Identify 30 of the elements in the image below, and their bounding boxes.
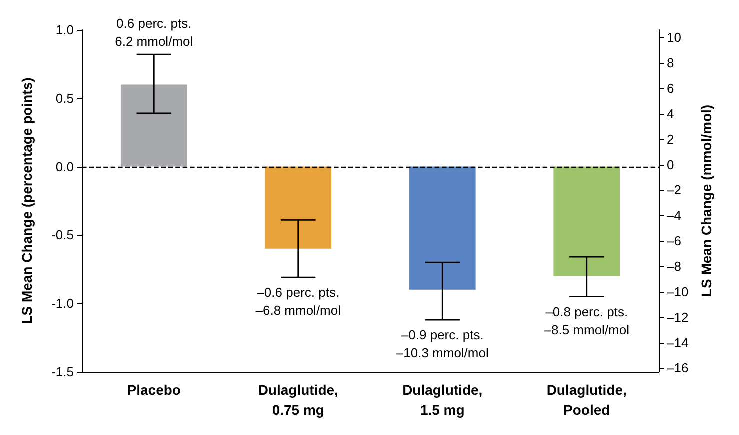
y-tick-label: 0.5 (56, 90, 74, 106)
y2-tick-label: –10 (667, 284, 689, 300)
y-tick-label: -1.0 (52, 296, 74, 312)
y2-tick-label: 6 (667, 80, 674, 96)
y2-tick-label: 0 (667, 157, 674, 172)
data-label: –0.6 perc. pts. –6.8 mmol/mol (256, 285, 342, 318)
y-tick-label: -0.5 (52, 228, 74, 243)
y2-tick-label: 8 (667, 56, 674, 71)
y-tick-label: 0.0 (56, 159, 74, 174)
x-tick-label: Placebo (127, 382, 181, 398)
y2-tick-label: –8 (667, 258, 682, 274)
data-label: –0.8 perc. pts. –8.5 mmol/mol (544, 304, 630, 338)
data-label: 0.6 perc. pts. 6.2 mmol/mol (115, 16, 194, 50)
x-tick-label: Dulaglutide, 0.75 mg (258, 382, 338, 418)
x-tick-label: Dulaglutide, Pooled (546, 382, 627, 418)
y-axis-title: LS Mean Change (percentage points) (19, 78, 35, 324)
y2-tick-label: –4 (667, 208, 682, 224)
y2-tick-label: 4 (667, 106, 674, 122)
y2-tick-label: –14 (667, 335, 689, 350)
data-label: –0.9 perc. pts. –10.3 mmol/mol (396, 328, 489, 361)
y-tick-label: -1.5 (52, 364, 74, 380)
y2-tick-label: –16 (667, 360, 689, 376)
y2-tick-label: –6 (667, 234, 682, 249)
x-tick-label: Dulaglutide, 1.5 mg (402, 382, 483, 418)
y2-tick-label: 10 (667, 30, 682, 46)
y2-tick-label: 2 (667, 132, 674, 147)
y2-tick-label: –2 (667, 182, 682, 198)
y-tick-label: 1.0 (56, 22, 74, 38)
y2-tick-label: –12 (667, 310, 689, 325)
y2-axis-title: LS Mean Change (mmol/mol) (698, 104, 715, 298)
